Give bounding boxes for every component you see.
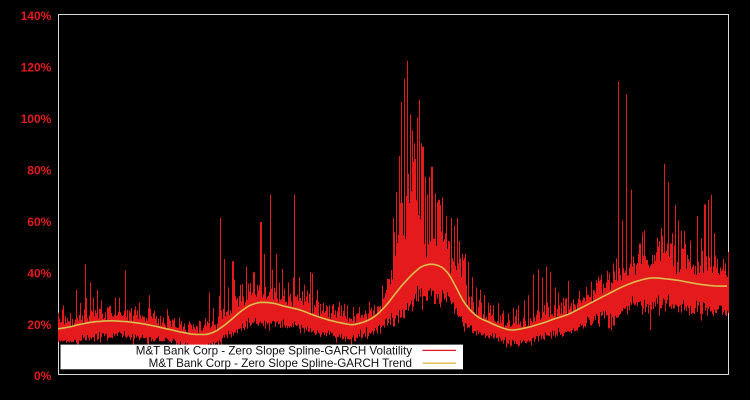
svg-text:80%: 80% <box>27 163 51 177</box>
svg-text:M&T Bank Corp - Zero Slope Spl: M&T Bank Corp - Zero Slope Spline-GARCH … <box>136 344 412 357</box>
svg-text:0%: 0% <box>34 369 52 383</box>
svg-text:100%: 100% <box>21 112 52 126</box>
svg-text:140%: 140% <box>21 9 52 23</box>
svg-text:40%: 40% <box>27 266 51 280</box>
svg-text:60%: 60% <box>27 215 51 229</box>
svg-text:120%: 120% <box>21 61 52 75</box>
svg-text:M&T Bank Corp - Zero Slope Spl: M&T Bank Corp - Zero Slope Spline-GARCH … <box>149 357 412 370</box>
svg-text:20%: 20% <box>27 318 51 332</box>
